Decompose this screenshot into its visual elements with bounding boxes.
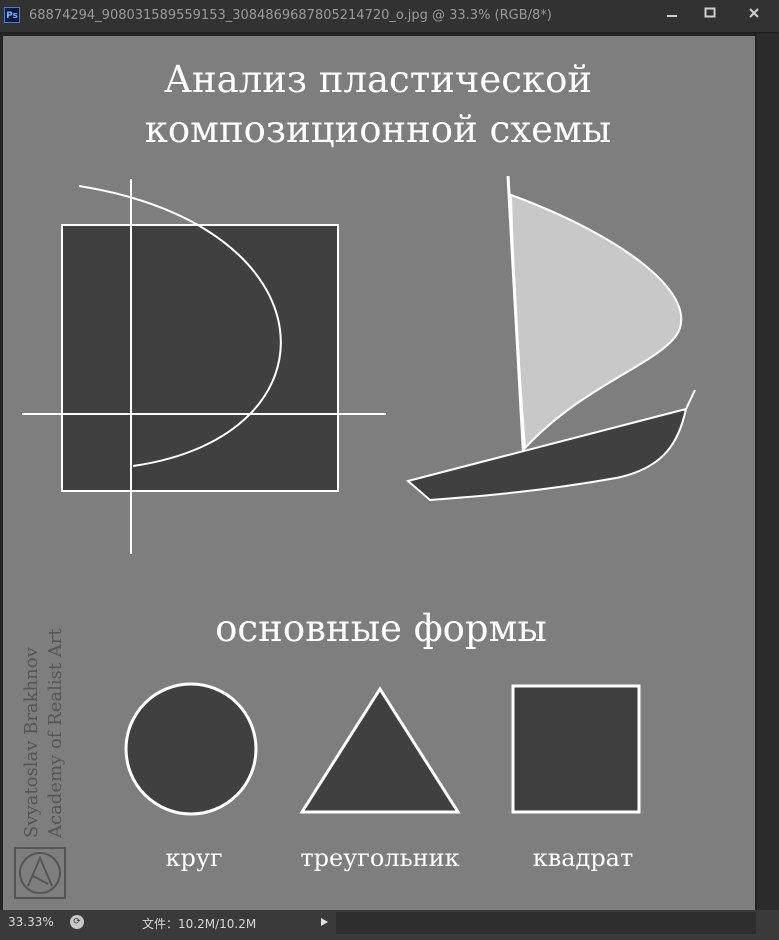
vertical-scrollbar[interactable] (757, 33, 779, 910)
play-arrow-icon (321, 918, 328, 926)
document-status-icon[interactable]: ⟳ (70, 915, 84, 929)
artwork: Анализ пластической композиционной схемы… (14, 58, 696, 899)
composition-scheme-square (22, 179, 386, 554)
zoom-level[interactable]: 33.33% (8, 915, 54, 929)
square-shape (511, 684, 641, 814)
shape-label-circle: круг (165, 844, 222, 872)
close-icon (749, 8, 759, 18)
signature-logo-icon (14, 847, 66, 899)
status-bar: 33.33% ⟳ 文件：10.2M/10.2M (0, 910, 779, 940)
signature-name: Svyatoslav Brakhnov (21, 646, 42, 838)
horizontal-scrollbar[interactable] (336, 912, 756, 934)
file-size-info: 文件：10.2M/10.2M (142, 917, 257, 931)
photoshop-app-icon: Ps (4, 7, 20, 23)
document-canvas[interactable]: Анализ пластической композиционной схемы… (3, 36, 755, 910)
minimize-button[interactable] (653, 0, 691, 26)
maximize-icon (704, 7, 716, 18)
minimize-icon (667, 15, 677, 17)
artwork-title-line1: Анализ пластической (164, 58, 592, 101)
circle-shape (124, 682, 258, 816)
artwork-title-line2: композиционной схемы (145, 108, 611, 151)
shape-label-square: квадрат (533, 844, 634, 872)
close-button[interactable] (729, 0, 779, 26)
basic-forms-subtitle: основные формы (215, 607, 547, 650)
status-menu-button[interactable] (316, 914, 332, 930)
maximize-button[interactable] (691, 0, 729, 26)
title-bar: Ps 68874294_908031589559153_308486968780… (0, 0, 779, 33)
document-title: 68874294_908031589559153_308486968780521… (29, 8, 552, 23)
sailboat-scheme (405, 175, 696, 502)
shape-label-triangle: треугольник (300, 844, 459, 872)
triangle-shape (299, 686, 461, 814)
signature-academy: Academy of Realist Art (45, 628, 66, 839)
